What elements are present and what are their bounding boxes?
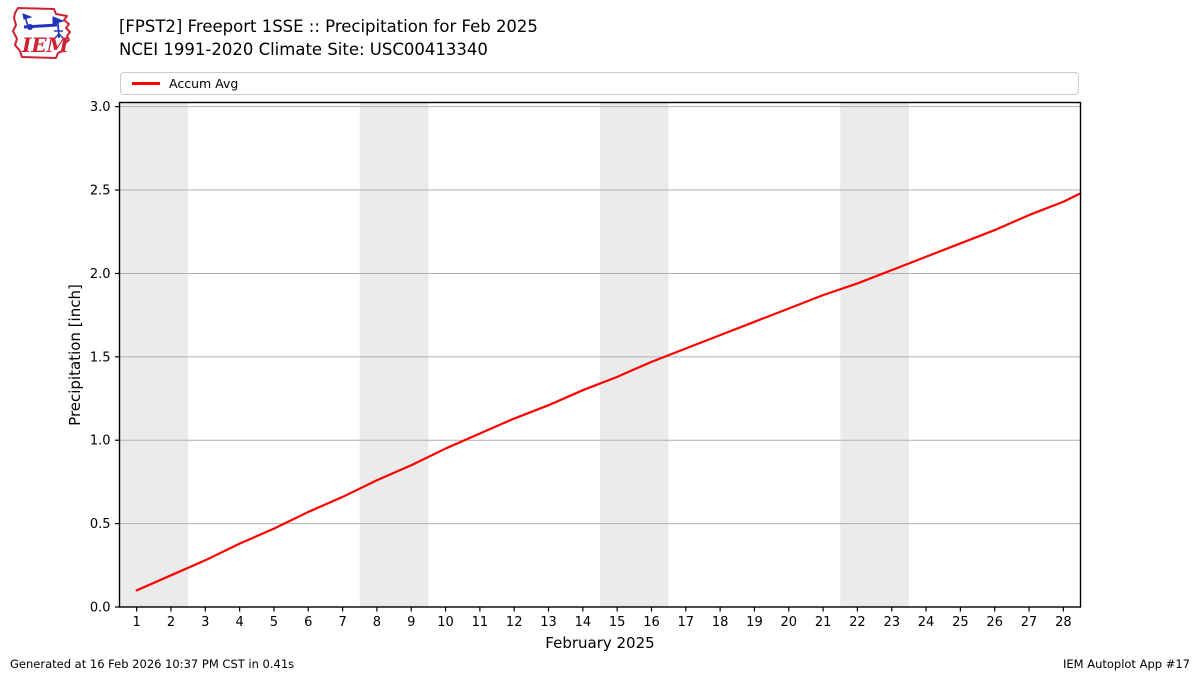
y-tick-label: 2.0 <box>90 267 111 282</box>
x-tick-label: 20 <box>780 615 797 630</box>
x-tick-label: 13 <box>540 615 557 630</box>
weekend-band <box>119 102 189 607</box>
x-tick-label: 5 <box>270 615 278 630</box>
axis-frame <box>118 101 1082 608</box>
y-tick-label: 1.0 <box>90 434 111 449</box>
x-tick-label: 12 <box>506 615 523 630</box>
chart-subtitle: NCEI 1991-2020 Climate Site: USC00413340 <box>119 40 488 59</box>
x-tick-label: 14 <box>575 615 592 630</box>
x-tick-label: 10 <box>437 615 454 630</box>
legend-line-swatch <box>132 82 160 85</box>
x-tick-label: 15 <box>609 615 626 630</box>
x-tick-label: 25 <box>952 615 969 630</box>
x-tick-label: 18 <box>712 615 729 630</box>
x-tick-label: 27 <box>1021 615 1038 630</box>
chart-title-block: [FPST2] Freeport 1SSE :: Precipitation f… <box>119 15 538 61</box>
x-tick-label: 23 <box>883 615 900 630</box>
x-tick-label: 24 <box>918 615 935 630</box>
x-tick-label: 26 <box>986 615 1003 630</box>
y-tick-label: 0.5 <box>90 517 111 532</box>
x-tick-label: 17 <box>678 615 695 630</box>
generated-timestamp: Generated at 16 Feb 2026 10:37 PM CST in… <box>10 657 295 671</box>
x-tick-label: 2 <box>167 615 175 630</box>
x-tick-label: 6 <box>304 615 312 630</box>
weekend-band <box>359 102 429 607</box>
accum-avg-line <box>135 192 1082 592</box>
iem-logo: IEM <box>12 7 71 59</box>
x-tick-label: 7 <box>338 615 346 630</box>
logo-text: IEM <box>21 33 70 57</box>
x-axis-label: February 2025 <box>545 634 655 652</box>
app-credit: IEM Autoplot App #17 <box>1062 657 1190 671</box>
weekend-band <box>600 102 669 607</box>
y-tick-label: 0.0 <box>90 601 111 616</box>
legend-label: Accum Avg <box>169 76 239 91</box>
x-tick-label: 4 <box>235 615 243 630</box>
y-tick-label: 2.5 <box>90 184 111 199</box>
x-tick-label: 21 <box>815 615 832 630</box>
x-tick-label: 28 <box>1055 615 1072 630</box>
x-tick-label: 1 <box>133 615 141 630</box>
legend: Accum Avg <box>120 72 1079 95</box>
x-tick-label: 8 <box>373 615 381 630</box>
y-tick-label: 1.5 <box>90 350 111 365</box>
x-tick-label: 16 <box>643 615 660 630</box>
weekend-band <box>840 102 909 607</box>
y-axis-label: Precipitation [inch] <box>66 284 84 426</box>
x-tick-label: 9 <box>407 615 415 630</box>
x-tick-label: 11 <box>472 615 489 630</box>
x-tick-label: 22 <box>849 615 866 630</box>
x-tick-label: 19 <box>746 615 763 630</box>
y-tick-label: 3.0 <box>90 100 111 115</box>
x-tick-label: 3 <box>201 615 209 630</box>
chart-title: [FPST2] Freeport 1SSE :: Precipitation f… <box>119 17 538 36</box>
weather-station-icon <box>22 13 65 40</box>
